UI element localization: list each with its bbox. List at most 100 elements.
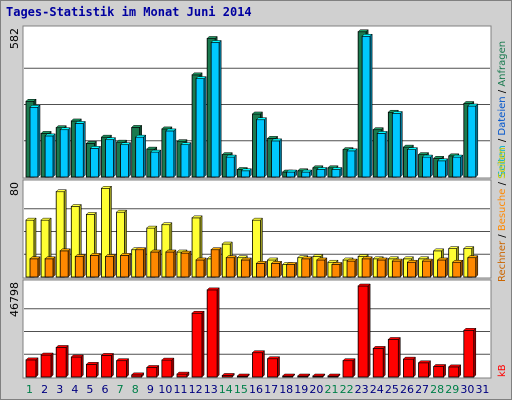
besuche-bar-18 [286,261,298,278]
besuche-bar-22 [346,258,358,278]
besuche-bar [346,260,356,278]
kb-bar-3 [55,344,69,378]
x-tick-label: 25 [385,383,399,396]
bar-side [141,372,144,378]
x-tick-label: 28 [430,383,444,396]
bar-side [324,166,328,178]
dateien-bar-4 [74,120,86,178]
bar-side [339,166,343,178]
dateien-bar-17 [270,138,283,178]
besuche-bar [59,250,69,278]
kb-bar [433,366,445,378]
kb-bar [146,367,158,378]
dateien-bar-3 [59,127,71,178]
legend-entry: kB [497,364,508,377]
bar-side [35,357,39,378]
x-axis-labels: 1 2 3 4 5 6 7 8 9 10 11 12 13 14 15 16 17 18 19 20 21 22 23 24 2… [26,383,489,396]
kb-bar-25 [387,336,401,378]
besuche-bar [452,261,462,278]
besuche-bar [422,260,431,278]
kb-bar-29 [448,364,462,378]
chart-panel-3: 46798 kB [8,279,508,379]
legend-entry: Anfragen [497,41,508,87]
besuche-bar-5 [89,252,101,278]
kb-bar-9 [146,364,160,378]
dateien-bar [210,42,220,178]
bar-side [369,256,373,278]
dateien-bar-2 [44,133,56,178]
besuche-bar-17 [270,260,283,278]
kb-bar-16 [251,350,266,378]
besuche-bar [256,262,265,278]
x-tick-label: 1 [26,383,33,396]
x-tick-label: 31 [475,383,489,396]
bar-side [400,110,403,178]
besuche-bar [361,258,371,278]
dateien-bar-19 [301,169,313,178]
kb-bar-17 [266,356,281,378]
bar-side [111,352,114,378]
bar-side [475,103,479,178]
besuche-bar [225,257,235,278]
besuche-bar-29 [452,259,464,278]
besuche-bar [301,258,311,278]
bar-side [173,249,177,278]
kb-bar-4 [70,354,84,378]
chart-panel-1: 582 Seiten / Dateien / Anfragen [8,25,508,179]
besuche-bar [74,256,84,278]
dateien-bar-6 [104,137,117,178]
bar-side [415,259,418,278]
bar-side [188,142,192,178]
bar-side [52,133,56,178]
x-tick-label: 20 [309,383,323,396]
x-tick-label: 14 [219,383,233,396]
bar-side [186,371,190,378]
dateien-bar [316,169,326,178]
besuche-bar-19 [301,256,313,278]
bar-side [98,145,101,178]
kb-bar [85,363,97,378]
dateien-bar [195,78,205,178]
dateien-bar [74,123,84,178]
dateien-bar [165,130,175,178]
bar-side [400,258,403,278]
besuche-bar-12 [195,257,207,278]
besuche-bar-6 [104,253,117,278]
besuche-bar-14 [225,255,237,278]
dateien-bar [135,136,145,178]
besuche-bar-1 [29,256,41,278]
dateien-bar-24 [376,130,388,178]
kb-bar [25,359,37,378]
x-tick-label: 10 [158,383,172,396]
bar-side [81,354,84,378]
bar-side [67,127,71,178]
besuche-bar [135,249,145,278]
kb-bar-26 [402,356,417,378]
x-tick-label: 2 [41,383,48,396]
bar-side [218,247,222,278]
x-tick-label: 18 [279,383,293,396]
dateien-bar [286,171,296,178]
bar-side [52,256,56,278]
x-tick-label: 12 [189,383,203,396]
kb-bar-8 [131,372,145,378]
bar-side [430,154,433,178]
x-tick-label: 5 [86,383,93,396]
kb-bar-27 [417,360,432,378]
x-tick-label: 16 [249,383,263,396]
x-tick-label: 27 [415,383,429,396]
kb-bar [191,312,203,378]
kb-bar [176,373,188,378]
bar-side [158,249,162,278]
dateien-bar-22 [346,148,358,178]
dateien-bar-18 [286,169,298,178]
dateien-bar [240,170,250,178]
bar-side [50,352,54,378]
kb-bar-2 [40,352,54,378]
y-max-label: 582 [8,28,21,49]
besuche-bar-25 [391,258,403,278]
kb-bar [342,360,354,378]
dateien-bar [150,151,160,178]
